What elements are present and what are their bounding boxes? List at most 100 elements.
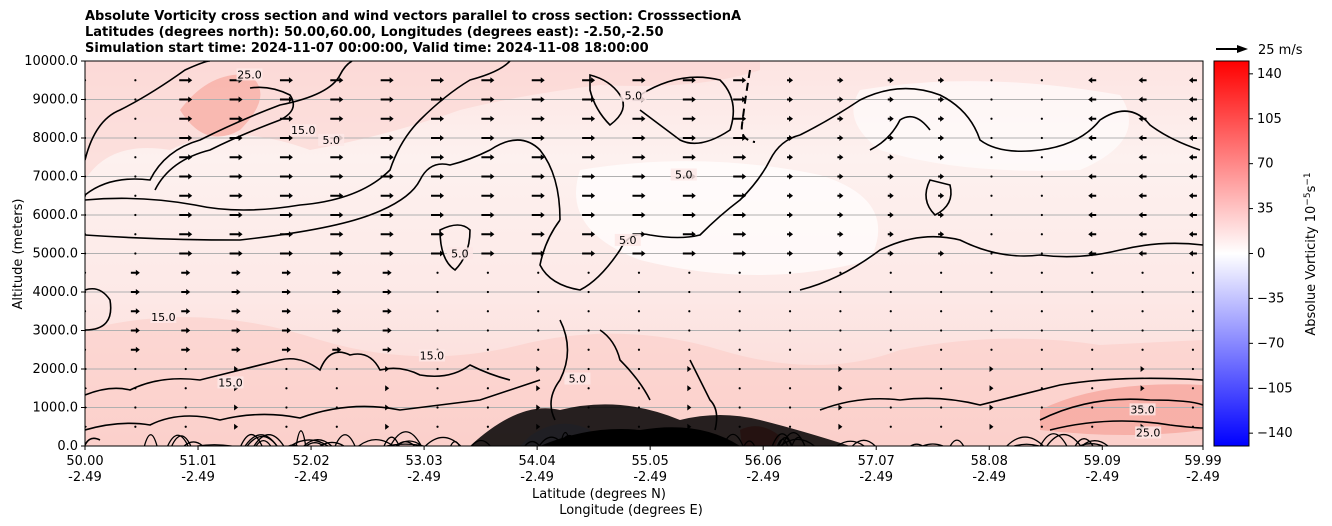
wind-vector [1141, 329, 1144, 332]
wind-vector [837, 154, 844, 161]
wind-vector [1040, 348, 1043, 351]
wind-vector [587, 406, 590, 409]
wind-vector [1040, 79, 1043, 82]
wind-vector [481, 231, 495, 238]
wind-vector [184, 425, 187, 428]
wind-vector [380, 173, 394, 180]
wind-vector [787, 115, 794, 122]
wind-vector [587, 271, 590, 274]
wind-vector [380, 192, 394, 199]
wind-vector [330, 115, 344, 122]
negative-contour [740, 69, 756, 143]
wind-vector [531, 250, 545, 257]
wind-vector [229, 115, 243, 122]
wind-vector [682, 115, 696, 122]
wind-vector [179, 173, 193, 180]
wind-vector [637, 329, 641, 332]
wind-vector [587, 425, 590, 428]
wind-vector [181, 289, 191, 295]
wind-vector [385, 423, 390, 430]
contour-label: 15.0 [420, 349, 445, 362]
wind-vector [1091, 367, 1094, 371]
wind-vector [1040, 271, 1043, 274]
surface-contour [167, 434, 189, 446]
wind-vector [431, 96, 445, 103]
wind-vector [889, 329, 892, 332]
quiver-key-label: 25 m/s [1258, 43, 1303, 58]
surface-contour [240, 433, 263, 446]
wind-vector [682, 135, 696, 141]
wind-vector [687, 385, 692, 392]
surface-contour [1081, 440, 1109, 446]
wind-vector [179, 77, 193, 84]
wind-vector [887, 96, 894, 103]
wind-vector [733, 192, 747, 199]
wind-vector [531, 154, 545, 161]
wind-vector [380, 250, 394, 257]
wind-vector [184, 387, 187, 390]
y-tick-label: 0.0 [57, 439, 78, 454]
wind-vector [940, 329, 943, 332]
wind-vector [229, 250, 243, 257]
wind-vector [436, 425, 439, 428]
wind-vector [184, 406, 187, 409]
wind-vector [431, 231, 445, 238]
y-tick-label: 6000.0 [33, 208, 79, 223]
wind-vector [989, 404, 994, 411]
wind-vector [380, 77, 394, 84]
wind-vector [1040, 406, 1043, 409]
wind-vector [382, 289, 392, 295]
wind-vector [688, 329, 691, 332]
wind-vector [436, 290, 439, 294]
wind-vector [279, 173, 293, 180]
wind-vector [1141, 348, 1144, 351]
surface-contour [253, 434, 285, 446]
wind-vector [990, 290, 993, 294]
wind-vector [281, 308, 291, 315]
wind-vector [134, 98, 137, 101]
wind-vector [1191, 406, 1195, 409]
surface-contour [395, 440, 423, 446]
contour-label: 25.0 [1136, 426, 1161, 439]
wind-vector [632, 135, 646, 141]
wind-vector [887, 173, 894, 180]
wind-vector [134, 194, 137, 197]
wind-vector [1088, 154, 1097, 161]
x-tick-label-lon: -2.49 [520, 470, 554, 485]
wind-vector [837, 212, 844, 218]
wind-vector [1138, 212, 1147, 218]
wind-vector [637, 367, 641, 371]
x-tick-label-lat: 53.03 [405, 454, 442, 469]
x-tick-label-lon: -2.49 [1186, 470, 1220, 485]
contour-label-bg [318, 133, 345, 146]
wind-vector [637, 290, 641, 294]
contour-label: 5.0 [322, 134, 340, 147]
wind-vector [940, 348, 943, 351]
wind-vector [1138, 231, 1147, 238]
wind-vector [537, 329, 540, 332]
contour-label: 15.0 [218, 376, 243, 389]
contour-label: 35.0 [1130, 403, 1155, 416]
wind-vector [733, 212, 747, 218]
wind-vector [990, 136, 993, 140]
surface-contour [383, 436, 400, 446]
wind-vector [889, 367, 892, 371]
wind-vector [889, 310, 892, 313]
wind-vector [134, 425, 137, 428]
wind-vector [330, 250, 344, 257]
wind-vector [436, 367, 439, 371]
colorbar-tick-label: 0 [1257, 247, 1265, 262]
wind-vector [531, 96, 545, 103]
wind-vector [382, 327, 392, 334]
x-tick-label-lat: 57.07 [858, 454, 895, 469]
colorbar-ticks: 140 105 70 35 0 −35 −70 −105 −140 [1249, 67, 1293, 441]
wind-vector [938, 96, 945, 103]
wind-vector [1088, 115, 1097, 122]
wind-vector [1188, 231, 1197, 238]
quiver-key: 25 m/s [1216, 43, 1303, 58]
wind-vector [1091, 348, 1094, 351]
wind-vector [436, 387, 439, 390]
wind-vector [1091, 387, 1094, 390]
x-tick-label-lat: 51.01 [179, 454, 216, 469]
wind-vector [582, 77, 596, 84]
